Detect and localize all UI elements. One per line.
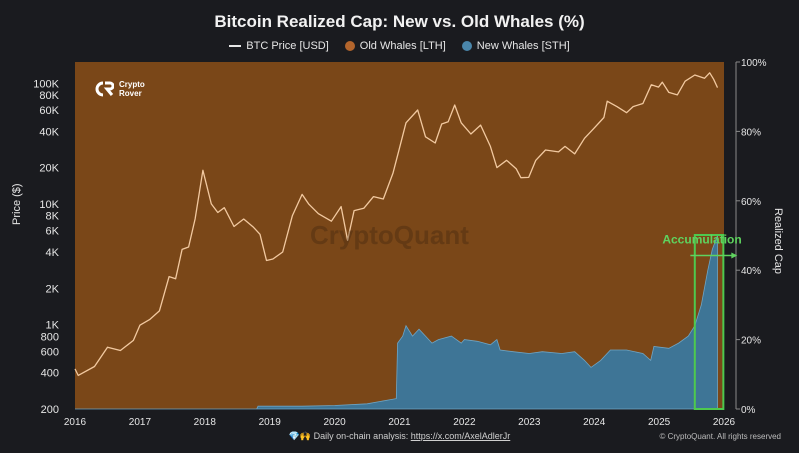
logo-line-1: Crypto — [119, 80, 145, 89]
y-tick-label: 20K — [39, 163, 59, 175]
x-tick-label: 2016 — [64, 417, 87, 428]
accumulation-highlight-box — [693, 234, 725, 410]
legend: BTC Price [USD] Old Whales [LTH] New Wha… — [0, 40, 799, 52]
y-tick-label: 10K — [39, 199, 59, 211]
accumulation-arrow-head — [731, 252, 738, 259]
legend-label-new-whales: New Whales [STH] — [476, 40, 570, 52]
y-tick-label: 6K — [46, 226, 60, 238]
crypto-rover-logo: Crypto Rover — [94, 80, 145, 98]
y-axis-title-left: Price ($) — [11, 183, 23, 225]
y-axis-title-right: Realized Cap — [772, 208, 784, 275]
legend-dot-swatch — [461, 41, 472, 51]
copyright: © CryptoQuant. All rights reserved — [659, 432, 782, 441]
y-tick-label: 2K — [46, 283, 60, 295]
y2-tick-label: 80% — [741, 127, 761, 138]
x-tick-label: 2023 — [518, 417, 541, 428]
legend-dot-swatch — [344, 41, 355, 51]
btc-price-line — [74, 72, 719, 377]
legend-line-swatch — [229, 45, 242, 47]
y-tick-label: 100K — [33, 78, 59, 90]
x-tick-label: 2026 — [713, 417, 736, 428]
y-tick-label: 8K — [46, 211, 60, 223]
y2-tick-label: 0% — [741, 405, 756, 416]
x-tick-label: 2021 — [388, 417, 411, 428]
x-tick-label: 2019 — [259, 417, 282, 428]
x-tick-label: 2024 — [583, 417, 606, 428]
crypto-rover-logo-icon — [95, 81, 114, 97]
new-whales-area — [75, 235, 718, 410]
footer: 💎🙌 Daily on-chain analysis: https://x.co… — [0, 431, 799, 442]
x-tick-label: 2017 — [129, 417, 152, 428]
x-tick-label: 2022 — [453, 417, 476, 428]
accumulation-label: Accumulation — [662, 233, 741, 247]
y-tick-label: 400 — [41, 368, 59, 380]
legend-label-btc-price: BTC Price [USD] — [246, 40, 329, 52]
y2-tick-label: 100% — [741, 58, 767, 69]
y2-tick-label: 60% — [741, 197, 761, 208]
footer-link[interactable]: https://x.com/AxelAdlerJr — [410, 431, 511, 441]
legend-item-new-whales[interactable]: New Whales [STH] — [461, 40, 570, 52]
legend-item-old-whales[interactable]: Old Whales [LTH] — [344, 40, 446, 52]
watermark: CryptoQuant — [310, 220, 469, 250]
y-tick-label: 800 — [41, 331, 59, 343]
y-tick-label: 600 — [41, 346, 59, 358]
legend-item-btc-price[interactable]: BTC Price [USD] — [229, 40, 329, 52]
y-tick-label: 1K — [46, 320, 60, 332]
y2-tick-label: 40% — [741, 266, 761, 277]
y-tick-label: 80K — [39, 90, 59, 102]
footer-text: Daily on-chain analysis: — [313, 431, 409, 441]
x-tick-label: 2020 — [323, 417, 346, 428]
y-tick-label: 60K — [39, 105, 59, 117]
y-tick-label: 200 — [41, 404, 59, 416]
x-tick-label: 2018 — [194, 417, 217, 428]
footer-icons: 💎🙌 — [288, 431, 312, 441]
y2-tick-label: 20% — [741, 336, 761, 347]
y-tick-label: 40K — [39, 126, 59, 138]
chart-title: Bitcoin Realized Cap: New vs. Old Whales… — [214, 12, 585, 31]
y-tick-label: 4K — [46, 247, 60, 259]
legend-label-old-whales: Old Whales [LTH] — [359, 40, 446, 52]
x-tick-label: 2025 — [648, 417, 671, 428]
logo-line-2: Rover — [119, 89, 142, 98]
